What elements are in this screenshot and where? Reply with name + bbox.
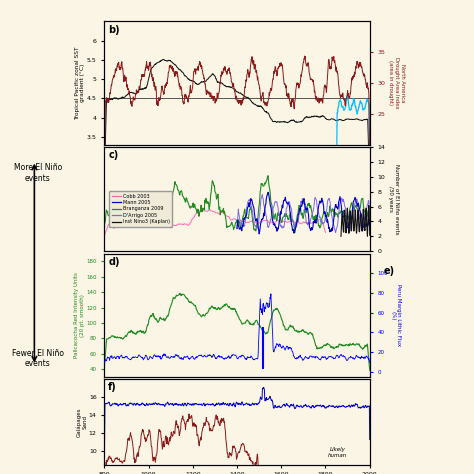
Text: Likely
human: Likely human bbox=[328, 447, 347, 458]
Text: f): f) bbox=[108, 382, 117, 392]
Text: Fewer El Niño
events: Fewer El Niño events bbox=[12, 349, 64, 368]
Text: b): b) bbox=[108, 25, 120, 35]
Y-axis label: North America
Drought Area Index
(area in drought): North America Drought Area Index (area i… bbox=[388, 57, 405, 109]
Text: e): e) bbox=[384, 266, 395, 276]
Y-axis label: Galápages
Sand: Galápages Sand bbox=[76, 407, 87, 437]
Legend: Cobb 2003, Mann 2005, Branganza 2009, D'Arrigo 2005, Inst Nino3 (Kaplan): Cobb 2003, Mann 2005, Branganza 2009, D'… bbox=[109, 191, 173, 227]
Y-axis label: Tropical Pacific zonal SST
gradient (°C): Tropical Pacific zonal SST gradient (°C) bbox=[74, 46, 85, 120]
Text: c): c) bbox=[108, 150, 118, 160]
Y-axis label: Peru Margin Lithic Flux
(%): Peru Margin Lithic Flux (%) bbox=[391, 284, 401, 346]
Text: d): d) bbox=[108, 257, 120, 267]
Text: More El Niño
events: More El Niño events bbox=[14, 164, 62, 182]
Y-axis label: Number of El Niño events
/30 years: Number of El Niño events /30 years bbox=[388, 164, 399, 234]
Y-axis label: Pallcacocha Red Intensity Units
(20 pt. smooth): Pallcacocha Red Intensity Units (20 pt. … bbox=[74, 272, 85, 358]
